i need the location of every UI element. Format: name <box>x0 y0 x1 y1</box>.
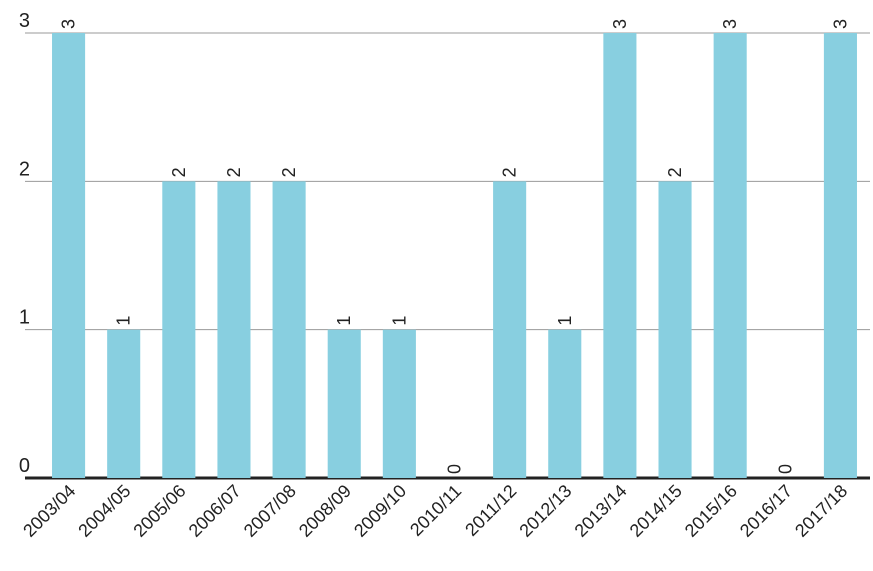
bar <box>382 329 416 478</box>
x-tick-label: 2010/11 <box>406 481 465 540</box>
data-label: 1 <box>555 316 575 326</box>
data-label: 3 <box>830 19 850 29</box>
x-tick-label: 2014/15 <box>626 481 686 541</box>
data-label: 2 <box>169 167 189 177</box>
bar <box>217 181 251 479</box>
data-label: 0 <box>445 464 465 474</box>
data-label: 1 <box>114 316 134 326</box>
x-tick-label: 2005/06 <box>130 481 190 541</box>
x-tick-label: 2003/04 <box>19 481 79 541</box>
x-tick-label: 2007/08 <box>240 481 300 541</box>
data-label: 3 <box>59 19 79 29</box>
data-label: 3 <box>610 19 630 29</box>
x-tick-label: 2015/16 <box>681 481 741 541</box>
x-tick-label: 2008/09 <box>295 481 355 541</box>
data-label: 2 <box>279 167 299 177</box>
bar <box>327 329 361 478</box>
bar <box>52 33 86 478</box>
bar <box>107 329 141 478</box>
bar <box>603 33 637 478</box>
x-tick-label: 2017/18 <box>791 481 851 541</box>
data-label: 3 <box>720 19 740 29</box>
bar <box>658 181 692 479</box>
bar <box>493 181 527 479</box>
data-label: 2 <box>500 167 520 177</box>
x-tick-label: 2009/10 <box>350 481 410 541</box>
data-label: 2 <box>665 167 685 177</box>
y-tick-label: 3 <box>19 10 30 32</box>
data-label: 0 <box>775 464 795 474</box>
bar <box>272 181 306 479</box>
data-label: 1 <box>334 316 354 326</box>
x-tick-label: 2016/17 <box>736 481 796 541</box>
y-tick-label: 2 <box>19 158 30 180</box>
x-tick-label: 2004/05 <box>74 481 134 541</box>
x-tick-label: 2011/12 <box>461 481 520 540</box>
x-tick-label: 2006/07 <box>185 481 245 541</box>
data-label: 1 <box>389 316 409 326</box>
bar <box>162 181 196 479</box>
bar <box>548 329 582 478</box>
bar <box>713 33 747 478</box>
data-label: 2 <box>224 167 244 177</box>
bar <box>823 33 857 478</box>
x-tick-label: 2013/14 <box>571 481 631 541</box>
y-tick-label: 0 <box>19 455 30 477</box>
y-tick-label: 1 <box>19 307 30 329</box>
x-tick-label: 2012/13 <box>515 481 575 541</box>
